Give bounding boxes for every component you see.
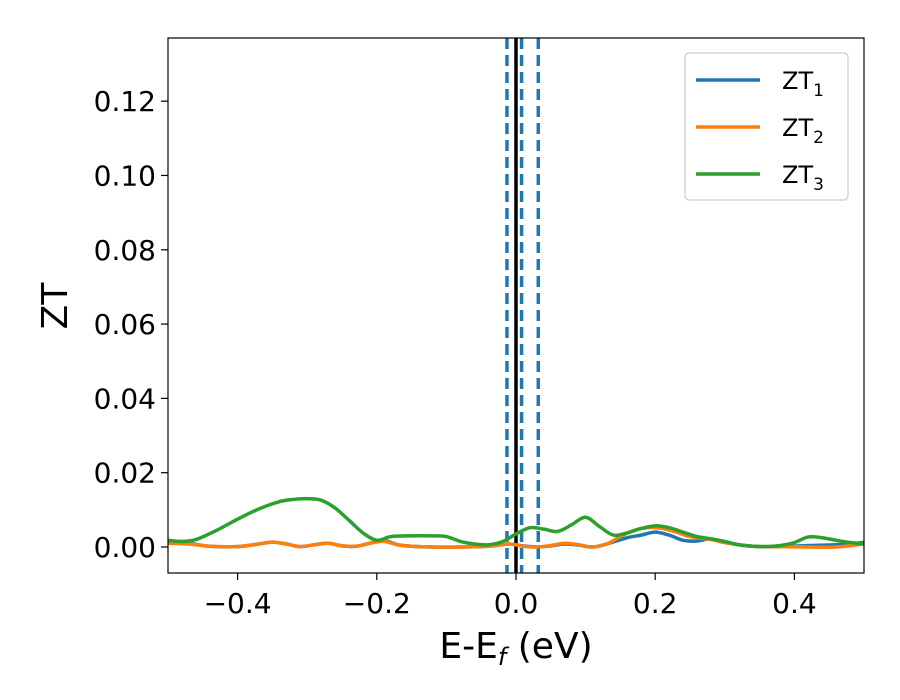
legend-label-subscript: 2 (813, 128, 824, 148)
x-axis-ticks: −0.4 −0.2 0.0 0.2 0.4 (204, 573, 817, 620)
legend-label-main: ZT (782, 67, 813, 95)
y-tick-label: 0.06 (94, 308, 156, 341)
vertical-marker-lines (505, 38, 541, 573)
series-lines (168, 496, 864, 549)
legend-label-zt2: ZT2 (782, 114, 824, 148)
legend-label-subscript: 3 (813, 175, 824, 195)
x-axis-title-main: E-E (439, 626, 497, 667)
x-tick-label: 0.0 (494, 587, 539, 620)
x-tick-label: 0.4 (772, 587, 817, 620)
y-tick-label: 0.02 (94, 457, 156, 490)
y-tick-label: 0.08 (94, 234, 156, 267)
legend-label-zt3: ZT3 (782, 161, 824, 195)
x-axis-title-unit: (eV) (506, 626, 592, 667)
y-tick-label: 0.00 (94, 531, 156, 564)
y-axis-title: ZT (35, 282, 76, 330)
legend-label-subscript: 1 (813, 81, 824, 101)
x-tick-label: −0.4 (204, 587, 272, 620)
legend-label-zt1: ZT1 (782, 67, 824, 101)
y-tick-label: 0.10 (94, 159, 156, 192)
x-tick-label: −0.2 (343, 587, 411, 620)
legend-label-main: ZT (782, 114, 813, 142)
y-tick-label: 0.04 (94, 382, 156, 415)
y-axis-ticks: 0.00 0.02 0.04 0.06 0.08 0.10 0.12 (94, 85, 168, 564)
x-axis-title: E-Ef (eV) (439, 626, 592, 671)
x-tick-label: 0.2 (633, 587, 678, 620)
y-tick-label: 0.12 (94, 85, 156, 118)
series-line-zt3 (168, 496, 864, 549)
legend-label-main: ZT (782, 161, 813, 189)
legend-box (684, 52, 849, 201)
